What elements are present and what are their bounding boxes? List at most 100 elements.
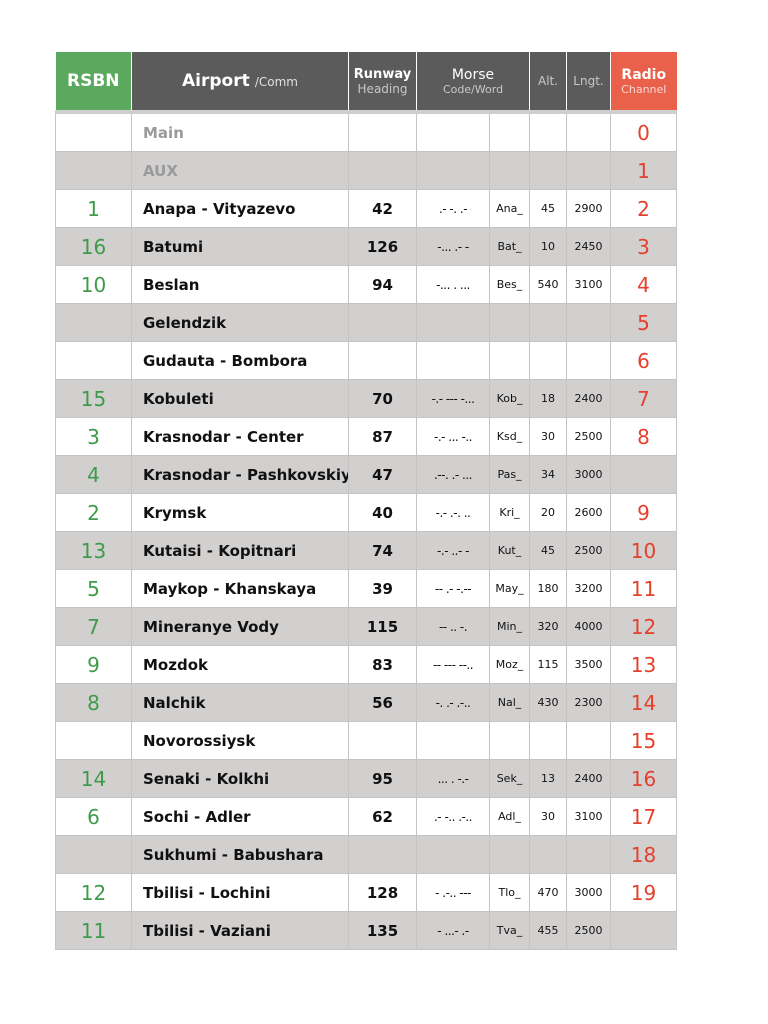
altitude-cell: 430: [529, 683, 568, 722]
rsbn-cell: 1: [55, 189, 132, 228]
morse-word-cell: Adl_: [488, 797, 531, 836]
airport-cell: Nalchik: [131, 683, 349, 722]
morse-word-cell: Nal_: [488, 683, 531, 722]
table-row: 1 Anapa - Vityazevo 42 .- -. .- Ana_ 45 2900 2: [55, 189, 678, 228]
altitude-cell: [529, 111, 568, 152]
morse-word-cell: Tlo_: [488, 873, 531, 912]
radio-channel-cell: 12: [610, 607, 678, 646]
lngt-header: Lngt.: [566, 52, 611, 114]
table-row: AUX 1: [55, 151, 678, 190]
airport-cell: Krymsk: [131, 493, 349, 532]
altitude-cell: 30: [529, 797, 568, 836]
length-cell: 4000: [566, 607, 612, 646]
altitude-cell: 18: [529, 379, 568, 418]
header-row: RSBN Airport /Comm Runway Heading Morse Co…: [55, 52, 677, 114]
airport-cell: Anapa - Vityazevo: [131, 189, 349, 228]
radio-channel-cell: 19: [610, 873, 678, 912]
morse-word-cell: Moz_: [488, 645, 531, 684]
rsbn-cell: [55, 151, 132, 190]
runway-cell: 56: [348, 683, 417, 722]
radio-channel-cell: 13: [610, 645, 678, 684]
morse-word-cell: Min_: [488, 607, 531, 646]
length-cell: 2900: [566, 189, 612, 228]
altitude-cell: 34: [529, 455, 568, 494]
runway-cell: 47: [348, 455, 417, 494]
table-header: RSBN Airport /Comm Runway Heading Morse Co…: [55, 52, 677, 114]
runway-cell: 70: [348, 379, 417, 418]
morse-word-cell: Pas_: [488, 455, 531, 494]
length-cell: 3000: [566, 873, 612, 912]
length-cell: 3500: [566, 645, 612, 684]
rsbn-cell: 6: [55, 797, 132, 836]
runway-cell: [348, 835, 417, 874]
runway-cell: 135: [348, 911, 417, 950]
radio-header: Radio Channel: [610, 52, 677, 114]
rsbn-cell: 10: [55, 265, 132, 304]
morse-code-cell: -- --- --..: [416, 645, 490, 684]
radio-channel-cell: 5: [610, 303, 678, 342]
altitude-cell: [529, 835, 568, 874]
table-row: 7 Mineranye Vody 115 -- .. -. Min_ 320 4000 12: [55, 607, 678, 646]
rsbn-cell: 14: [55, 759, 132, 798]
morse-word-cell: Bes_: [488, 265, 531, 304]
runway-cell: 62: [348, 797, 417, 836]
length-cell: 2400: [566, 759, 612, 798]
rsbn-cell: 4: [55, 455, 132, 494]
airport-cell: Beslan: [131, 265, 349, 304]
length-cell: 2500: [566, 911, 612, 950]
altitude-cell: 470: [529, 873, 568, 912]
rsbn-cell: 3: [55, 417, 132, 456]
morse-header: Morse Code/Word: [415, 52, 530, 114]
runway-cell: 40: [348, 493, 417, 532]
length-cell: [566, 303, 612, 342]
runway-cell: [348, 303, 417, 342]
runway-cell: 39: [348, 569, 417, 608]
altitude-cell: 10: [529, 227, 568, 266]
altitude-cell: 45: [529, 189, 568, 228]
runway-cell: [348, 111, 417, 152]
table-row: Gelendzik 5: [55, 303, 678, 342]
altitude-cell: [529, 151, 568, 190]
rsbn-cell: [55, 303, 132, 342]
table-row: 2 Krymsk 40 -.- .-. .. Kri_ 20 2600 9: [55, 493, 678, 532]
runway-cell: [348, 151, 417, 190]
radio-channel-cell: 8: [610, 417, 678, 456]
table-row: 3 Krasnodar - Center 87 -.- ... -.. Ksd_ 30 25…: [55, 417, 678, 456]
radio-channel-cell: 2: [610, 189, 678, 228]
alt-header: Alt.: [529, 52, 567, 114]
runway-cell: 74: [348, 531, 417, 570]
airport-cell: Batumi: [131, 227, 349, 266]
length-cell: 2500: [566, 531, 612, 570]
radio-title: Radio: [621, 66, 667, 83]
table-body: Main 0 AUX 1 1 Anapa - Vityazevo 42 .- -. .- Ana…: [55, 111, 678, 950]
rsbn-cell: 13: [55, 531, 132, 570]
morse-word-cell: May_: [488, 569, 531, 608]
altitude-cell: [529, 303, 568, 342]
morse-code-cell: -- .. -.: [416, 607, 490, 646]
altitude-cell: 13: [529, 759, 568, 798]
airport-cell: Krasnodar - Center: [131, 417, 349, 456]
altitude-cell: 115: [529, 645, 568, 684]
runway-cell: [348, 341, 417, 380]
morse-word-cell: Ana_: [488, 189, 531, 228]
table-row: 9 Mozdok 83 -- --- --.. Moz_ 115 3500 13: [55, 645, 678, 684]
morse-code-cell: [416, 303, 490, 342]
runway-cell: 94: [348, 265, 417, 304]
runway-cell: 126: [348, 227, 417, 266]
rsbn-cell: [55, 835, 132, 874]
altitude-cell: 45: [529, 531, 568, 570]
morse-code-cell: -... .- -: [416, 227, 490, 266]
airport-cell: Kutaisi - Kopitnari: [131, 531, 349, 570]
runway-cell: 115: [348, 607, 417, 646]
length-cell: 3200: [566, 569, 612, 608]
altitude-cell: 540: [529, 265, 568, 304]
altitude-cell: [529, 721, 568, 760]
length-cell: 2300: [566, 683, 612, 722]
channel-subtitle: Channel: [621, 82, 667, 96]
airport-cell: Tbilisi - Lochini: [131, 873, 349, 912]
radio-channel-cell: 3: [610, 227, 678, 266]
rsbn-cell: [55, 341, 132, 380]
airport-cell: Mineranye Vody: [131, 607, 349, 646]
morse-word-cell: Sek_: [488, 759, 531, 798]
runway-cell: 42: [348, 189, 417, 228]
